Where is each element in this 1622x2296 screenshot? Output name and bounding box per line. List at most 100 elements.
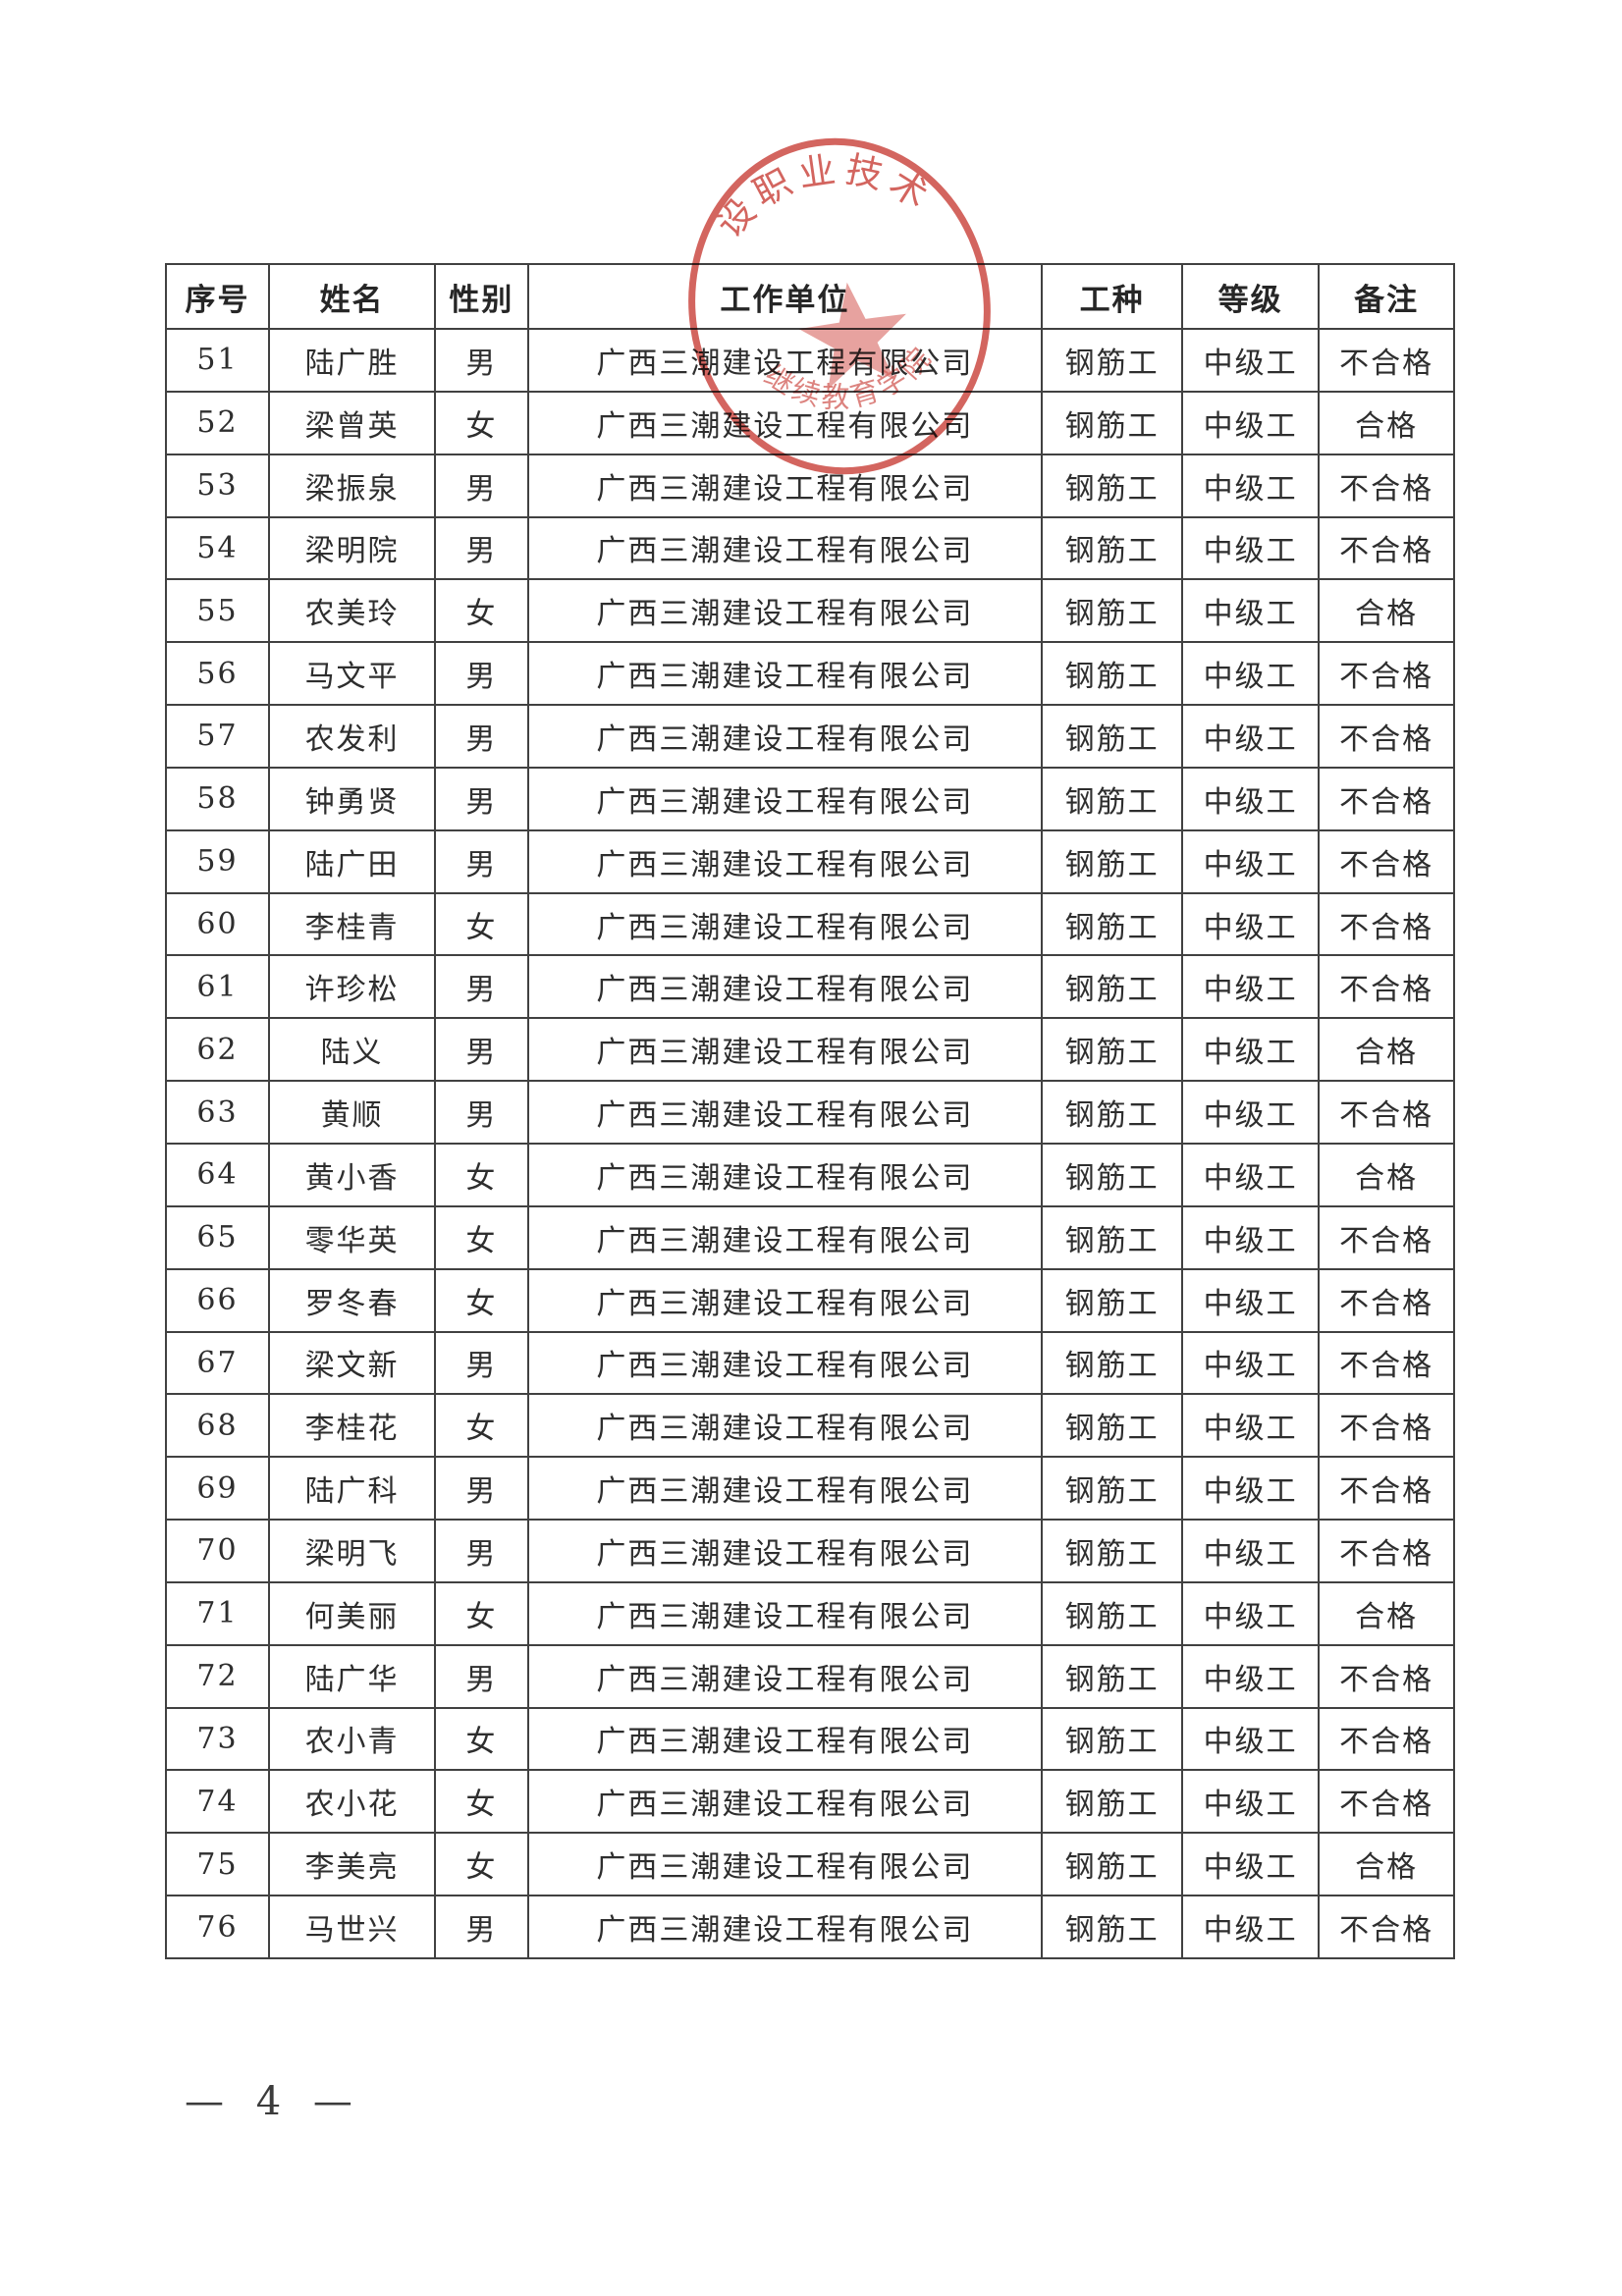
table-cell: 男 — [434, 453, 529, 518]
table-cell: 女 — [434, 1393, 529, 1459]
table-cell: 广西三潮建设工程有限公司 — [526, 1456, 1044, 1522]
table-cell: 广西三潮建设工程有限公司 — [526, 1017, 1044, 1083]
table-cell: 男 — [434, 704, 529, 769]
table-cell: 广西三潮建设工程有限公司 — [526, 1080, 1044, 1145]
table-cell: 钢筋工 — [1041, 1330, 1184, 1396]
table-cell: 黄顺 — [267, 1080, 437, 1145]
table-cell: 马文平 — [267, 641, 437, 707]
page-number: — 4 — — [185, 2079, 362, 2124]
table-cell: 钢筋工 — [1041, 1769, 1184, 1835]
table-row: 71 何美丽女广西三潮建设工程有限公司 钢筋工 中级工 合格 — [165, 1580, 1455, 1646]
table-cell: 广西三潮建设工程有限公司 — [526, 1580, 1044, 1646]
table-cell: 男 — [434, 1080, 529, 1145]
table-cell: 广西三潮建设工程有限公司 — [526, 954, 1044, 1020]
table-cell: 广西三潮建设工程有限公司 — [526, 578, 1044, 644]
table-cell: 72 — [165, 1643, 270, 1709]
table-cell: 58 — [165, 766, 270, 831]
table-cell: 不合格 — [1318, 1267, 1455, 1333]
table-row: 70 梁明飞男广西三潮建设工程有限公司 钢筋工 中级工 不合格 — [165, 1519, 1455, 1583]
table-cell: 女 — [434, 1580, 529, 1646]
table-cell: 不合格 — [1318, 1706, 1455, 1772]
table-cell: 陆义 — [267, 1017, 437, 1083]
table-cell: 不合格 — [1318, 453, 1455, 518]
table-cell: 男 — [434, 515, 529, 581]
table-cell: 不合格 — [1318, 1330, 1455, 1396]
table-cell: 67 — [165, 1330, 270, 1396]
table-row: 51 陆广胜男广西三潮建设工程有限公司 钢筋工 中级工 不合格 — [165, 328, 1455, 393]
table-cell: 农小青 — [267, 1706, 437, 1772]
table-row: 55 农美玲女广西三潮建设工程有限公司 钢筋工 中级工 合格 — [165, 578, 1455, 644]
table-cell: 广西三潮建设工程有限公司 — [526, 1142, 1044, 1207]
table-cell: 不合格 — [1318, 1393, 1455, 1459]
table-cell: 李桂花 — [267, 1393, 437, 1459]
table-cell: 中级工 — [1181, 704, 1321, 769]
table-cell: 钢筋工 — [1041, 1580, 1184, 1646]
table-row: 56 马文平男广西三潮建设工程有限公司 钢筋工 中级工 不合格 — [165, 641, 1455, 707]
table-cell: 女 — [434, 1142, 529, 1207]
table-cell: 中级工 — [1181, 1142, 1321, 1207]
table-cell: 合格 — [1318, 578, 1455, 644]
table-cell: 男 — [434, 1456, 529, 1522]
table-row: 76 马世兴男广西三潮建设工程有限公司 钢筋工 中级工 不合格 — [165, 1895, 1455, 1959]
table-cell: 中级工 — [1181, 1017, 1321, 1083]
table-cell: 男 — [434, 641, 529, 707]
table-cell: 不合格 — [1318, 1895, 1455, 1959]
table-row: 68 李桂花女广西三潮建设工程有限公司 钢筋工 中级工 不合格 — [165, 1393, 1455, 1459]
table-cell: 何美丽 — [267, 1580, 437, 1646]
table-cell: 陆广华 — [267, 1643, 437, 1709]
table-cell: 60 — [165, 891, 270, 957]
table-cell: 女 — [434, 390, 529, 455]
table-cell: 广西三潮建设工程有限公司 — [526, 1832, 1044, 1897]
table-cell: 不合格 — [1318, 328, 1455, 393]
table-row: 73 农小青女广西三潮建设工程有限公司 钢筋工 中级工 不合格 — [165, 1706, 1455, 1772]
table-cell: 69 — [165, 1456, 270, 1522]
table-cell: 广西三潮建设工程有限公司 — [526, 1204, 1044, 1270]
table-cell: 51 — [165, 328, 270, 393]
table-cell: 广西三潮建设工程有限公司 — [526, 1769, 1044, 1835]
table-row: 58 钟勇贤男广西三潮建设工程有限公司 钢筋工 中级工 不合格 — [165, 766, 1455, 831]
table-row: 63 黄顺男广西三潮建设工程有限公司 钢筋工 中级工 不合格 — [165, 1080, 1455, 1145]
table-cell: 61 — [165, 954, 270, 1020]
table-cell: 广西三潮建设工程有限公司 — [526, 1895, 1044, 1959]
column-header: 序号 — [165, 263, 270, 330]
table-cell: 64 — [165, 1142, 270, 1207]
table-cell: 女 — [434, 891, 529, 957]
table-cell: 陆广科 — [267, 1456, 437, 1522]
column-header: 性别 — [434, 263, 529, 330]
table-cell: 女 — [434, 1769, 529, 1835]
table-cell: 钢筋工 — [1041, 1080, 1184, 1145]
table-cell: 许珍松 — [267, 954, 437, 1020]
table-cell: 合格 — [1318, 1142, 1455, 1207]
table-cell: 不合格 — [1318, 641, 1455, 707]
table-cell: 钢筋工 — [1041, 1393, 1184, 1459]
table-cell: 不合格 — [1318, 891, 1455, 957]
table-cell: 52 — [165, 390, 270, 455]
table-cell: 钢筋工 — [1041, 704, 1184, 769]
table-row: 72 陆广华男广西三潮建设工程有限公司 钢筋工 中级工 不合格 — [165, 1643, 1455, 1709]
table-cell: 中级工 — [1181, 1204, 1321, 1270]
table-cell: 钢筋工 — [1041, 1204, 1184, 1270]
table-cell: 广西三潮建设工程有限公司 — [526, 1393, 1044, 1459]
table-cell: 广西三潮建设工程有限公司 — [526, 515, 1044, 581]
table-cell: 中级工 — [1181, 954, 1321, 1020]
table-cell: 农小花 — [267, 1769, 437, 1835]
table-cell: 梁文新 — [267, 1330, 437, 1396]
table-cell: 广西三潮建设工程有限公司 — [526, 828, 1044, 894]
column-header: 姓名 — [267, 263, 437, 330]
table-row: 54 梁明院男广西三潮建设工程有限公司 钢筋工 中级工 不合格 — [165, 515, 1455, 581]
table-cell: 广西三潮建设工程有限公司 — [526, 1643, 1044, 1709]
table-cell: 中级工 — [1181, 515, 1321, 581]
column-header: 等级 — [1181, 263, 1321, 330]
table-row: 67 梁文新男广西三潮建设工程有限公司 钢筋工 中级工 不合格 — [165, 1330, 1455, 1396]
table-cell: 中级工 — [1181, 1330, 1321, 1396]
table-cell: 男 — [434, 828, 529, 894]
table-cell: 男 — [434, 1017, 529, 1083]
table-cell: 女 — [434, 1267, 529, 1333]
table-cell: 农美玲 — [267, 578, 437, 644]
column-header: 工种 — [1041, 263, 1184, 330]
header-row: 序号 姓名 性别 工作单位 工种 等级 备注 — [165, 263, 1455, 330]
table-cell: 59 — [165, 828, 270, 894]
table-cell: 62 — [165, 1017, 270, 1083]
table-cell: 广西三潮建设工程有限公司 — [526, 891, 1044, 957]
